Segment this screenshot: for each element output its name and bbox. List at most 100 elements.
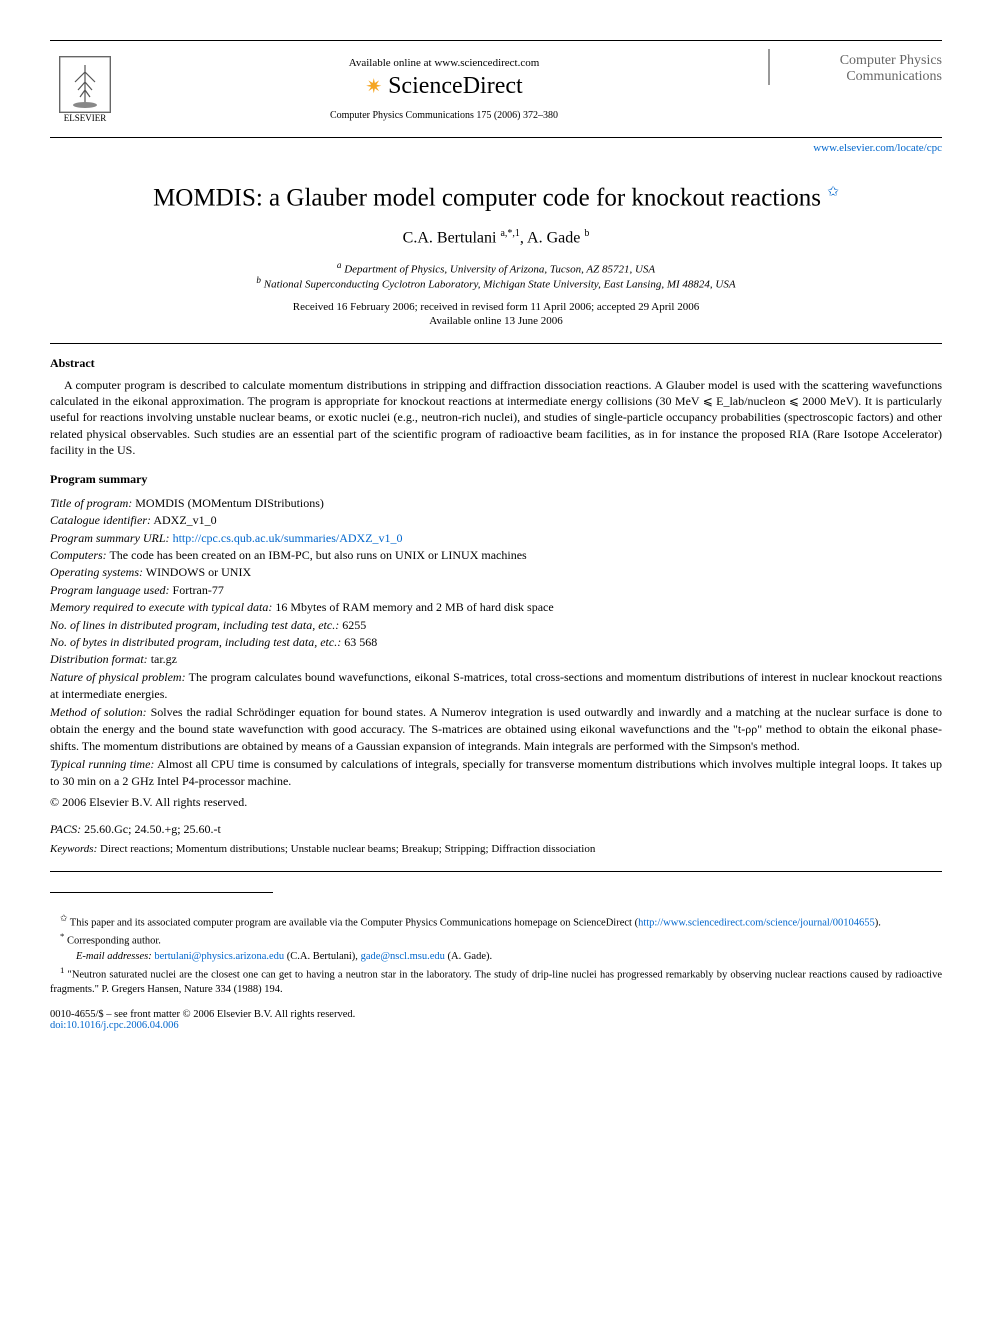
journal-name: Computer Physics Communications <box>768 49 942 85</box>
ps-bytes-value: 63 568 <box>344 635 377 649</box>
ps-runtime-value: Almost all CPU time is consumed by calcu… <box>50 757 942 788</box>
ps-url: Program summary URL: http://cpc.cs.qub.a… <box>50 530 942 547</box>
author-2-sup: b <box>584 228 589 239</box>
ps-memory-value: 16 Mbytes of RAM memory and 2 MB of hard… <box>275 600 553 614</box>
sciencedirect-logo: ✷ ScienceDirect <box>120 73 768 100</box>
keywords-line: Keywords: Direct reactions; Momentum dis… <box>50 843 942 855</box>
ps-os-value: WINDOWS or UNIX <box>146 565 251 579</box>
ps-lines-value: 6255 <box>342 618 366 632</box>
fn-email2-name: (A. Gade). <box>448 951 493 962</box>
ps-bytes-label: No. of bytes in distributed program, inc… <box>50 635 341 649</box>
title-footnote-star-icon: ✩ <box>827 185 839 200</box>
ps-lang-label: Program language used: <box>50 583 170 597</box>
bottom-meta: 0010-4655/$ – see front matter © 2006 El… <box>50 1009 942 1031</box>
ps-dist-label: Distribution format: <box>50 652 148 666</box>
pacs-value: 25.60.Gc; 24.50.+g; 25.60.-t <box>84 822 221 836</box>
keywords-label: Keywords: <box>50 843 97 855</box>
journal-line2: Communications <box>782 69 942 85</box>
affiliations: a Department of Physics, University of A… <box>50 260 942 291</box>
paper-page: ELSEVIER Available online at www.science… <box>0 0 992 1061</box>
fn-star-pre: This paper and its associated computer p… <box>70 917 638 928</box>
received-dates: Received 16 February 2006; received in r… <box>50 301 942 313</box>
affiliation-b-text: National Superconducting Cyclotron Labor… <box>264 279 736 291</box>
program-summary-heading: Program summary <box>50 472 942 487</box>
citation-line: Computer Physics Communications 175 (200… <box>120 110 768 121</box>
elsevier-logo: ELSEVIER <box>50 49 120 129</box>
locate-url[interactable]: www.elsevier.com/locate/cpc <box>50 142 942 154</box>
author-1: C.A. Bertulani <box>403 230 497 247</box>
doi-line[interactable]: doi:10.1016/j.cpc.2006.04.006 <box>50 1020 942 1031</box>
ps-copyright: © 2006 Elsevier B.V. All rights reserved… <box>50 795 942 810</box>
ps-catalogue-label: Catalogue identifier: <box>50 513 151 527</box>
rule-bottom <box>50 871 942 872</box>
fn-star: ✩ This paper and its associated computer… <box>50 913 942 931</box>
pacs-line: PACS: 25.60.Gc; 24.50.+g; 25.60.-t <box>50 822 942 837</box>
affiliation-b: b National Superconducting Cyclotron Lab… <box>50 275 942 291</box>
title-text: MOMDIS: a Glauber model computer code fo… <box>153 184 821 211</box>
fn-email1-name: (C.A. Bertulani), <box>287 951 358 962</box>
locate-url-text[interactable]: www.elsevier.com/locate/cpc <box>813 142 942 154</box>
ps-computers-label: Computers: <box>50 548 107 562</box>
ps-title-label: Title of program: <box>50 496 132 510</box>
ps-method-value: Solves the radial Schrödinger equation f… <box>50 705 942 754</box>
fn-star-post: ). <box>875 917 881 928</box>
ps-os-label: Operating systems: <box>50 565 143 579</box>
ps-computers-value: The code has been created on an IBM-PC, … <box>109 548 526 562</box>
footnote-rule <box>50 892 273 893</box>
footnotes: ✩ This paper and its associated computer… <box>50 913 942 997</box>
fn-corr-text: Corresponding author. <box>67 936 161 947</box>
ps-bytes: No. of bytes in distributed program, inc… <box>50 634 942 651</box>
issn-line: 0010-4655/$ – see front matter © 2006 El… <box>50 1009 942 1020</box>
header-bar: ELSEVIER Available online at www.science… <box>50 40 942 138</box>
ps-catalogue: Catalogue identifier: ADXZ_v1_0 <box>50 512 942 529</box>
fn-email2[interactable]: gade@nscl.msu.edu <box>361 951 445 962</box>
sciencedirect-text: ScienceDirect <box>388 73 523 100</box>
center-header: Available online at www.sciencedirect.co… <box>120 57 768 121</box>
available-online-text: Available online at www.sciencedirect.co… <box>120 57 768 69</box>
ps-catalogue-value: ADXZ_v1_0 <box>153 513 216 527</box>
online-date: Available online 13 June 2006 <box>50 315 942 327</box>
ps-method: Method of solution: Solves the radial Sc… <box>50 704 942 756</box>
ps-lines: No. of lines in distributed program, inc… <box>50 617 942 634</box>
abstract-heading: Abstract <box>50 356 942 371</box>
fn-note1-text: "Neutron saturated nuclei are the closes… <box>50 970 942 995</box>
ps-url-label: Program summary URL: <box>50 531 170 545</box>
ps-lang: Program language used: Fortran-77 <box>50 582 942 599</box>
fn-email-label: E-mail addresses: <box>76 951 152 962</box>
ps-nature: Nature of physical problem: The program … <box>50 669 942 704</box>
affiliation-a-text: Department of Physics, University of Ari… <box>344 263 655 275</box>
ps-memory-label: Memory required to execute with typical … <box>50 600 272 614</box>
ps-title-value: MOMDIS (MOMentum DIStributions) <box>135 496 324 510</box>
journal-line1: Computer Physics <box>782 53 942 69</box>
authors-line: C.A. Bertulani a,*,1, A. Gade b <box>50 228 942 247</box>
elsevier-text: ELSEVIER <box>64 113 107 123</box>
fn-star-link[interactable]: http://www.sciencedirect.com/science/jou… <box>638 917 875 928</box>
ps-computers: Computers: The code has been created on … <box>50 547 942 564</box>
ps-runtime: Typical running time: Almost all CPU tim… <box>50 756 942 791</box>
paper-title: MOMDIS: a Glauber model computer code fo… <box>50 184 942 212</box>
fn-note1: 1 "Neutron saturated nuclei are the clos… <box>50 965 942 997</box>
rule-top <box>50 343 942 344</box>
ps-method-label: Method of solution: <box>50 705 147 719</box>
fn-emails: E-mail addresses: bertulani@physics.ariz… <box>50 950 942 964</box>
ps-url-value[interactable]: http://cpc.cs.qub.ac.uk/summaries/ADXZ_v… <box>173 531 403 545</box>
ps-dist-value: tar.gz <box>151 652 177 666</box>
ps-title: Title of program: MOMDIS (MOMentum DIStr… <box>50 495 942 512</box>
ps-lang-value: Fortran-77 <box>173 583 224 597</box>
abstract-text: A computer program is described to calcu… <box>50 377 942 458</box>
sciencedirect-icon: ✷ <box>365 74 382 99</box>
keywords-value: Direct reactions; Momentum distributions… <box>100 843 595 855</box>
ps-memory: Memory required to execute with typical … <box>50 599 942 616</box>
fn-email1[interactable]: bertulani@physics.arizona.edu <box>154 951 284 962</box>
affiliation-a: a Department of Physics, University of A… <box>50 260 942 276</box>
pacs-label: PACS: <box>50 822 81 836</box>
ps-nature-label: Nature of physical problem: <box>50 670 186 684</box>
fn-corr: * Corresponding author. <box>50 931 942 949</box>
author-2: A. Gade <box>527 230 580 247</box>
ps-os: Operating systems: WINDOWS or UNIX <box>50 564 942 581</box>
author-1-sup: a,*,1 <box>500 228 519 239</box>
ps-lines-label: No. of lines in distributed program, inc… <box>50 618 339 632</box>
ps-dist: Distribution format: tar.gz <box>50 651 942 668</box>
ps-runtime-label: Typical running time: <box>50 757 154 771</box>
elsevier-tree-icon <box>59 56 111 113</box>
